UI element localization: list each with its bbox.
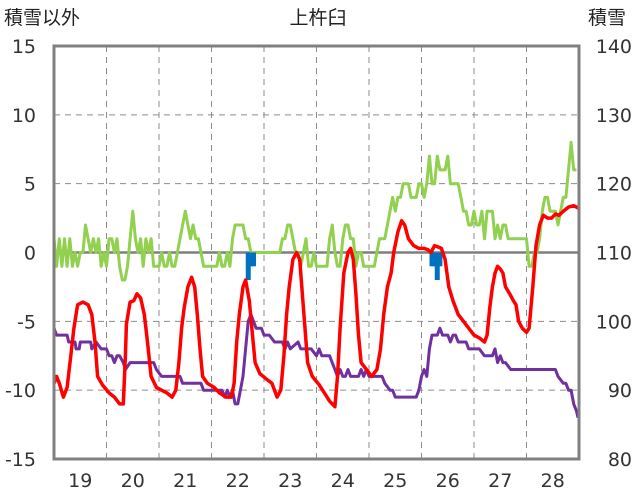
- x-tick-label: 20: [121, 470, 145, 492]
- right-tick-label: 140: [596, 36, 632, 58]
- plot-frame: [52, 44, 581, 461]
- left-tick-label: -10: [5, 380, 36, 402]
- precip-bar: [432, 252, 438, 267]
- precip-bar: [245, 252, 251, 281]
- precip-bars: [245, 252, 443, 281]
- left-tick-label: 10: [12, 105, 36, 127]
- left-tick-label: 5: [24, 174, 36, 196]
- x-tick-label: 26: [436, 470, 460, 492]
- left-tick-label: 0: [24, 243, 36, 265]
- right-tick-label: 90: [608, 380, 632, 402]
- left-axis-ticks: 15 10 5 0 -5 -10 -15: [5, 36, 36, 471]
- precip-bar: [434, 252, 440, 281]
- left-tick-label: -15: [5, 449, 36, 471]
- x-tick-label: 22: [226, 470, 250, 492]
- series-layer: [52, 140, 580, 419]
- x-axis-ticks: 19 20 21 22 23 24 25 26 27 28: [68, 470, 565, 492]
- x-tick-label: 21: [173, 470, 197, 492]
- chart-title: 上杵臼: [289, 7, 346, 29]
- left-tick-label: 15: [12, 36, 36, 58]
- precip-bar: [437, 252, 443, 267]
- right-tick-label: 100: [596, 311, 632, 333]
- precip-bar: [251, 252, 256, 267]
- x-tick-label: 24: [331, 470, 355, 492]
- x-tick-label: 28: [541, 470, 565, 492]
- right-tick-label: 120: [596, 174, 632, 196]
- right-axis-ticks: 140 130 120 110 100 90 80: [596, 36, 632, 471]
- right-tick-label: 110: [596, 243, 632, 265]
- left-tick-label: -5: [17, 311, 36, 333]
- left-axis-label: 積雪以外: [4, 7, 80, 29]
- series-line: [52, 203, 580, 409]
- right-tick-label: 130: [596, 105, 632, 127]
- precip-bar: [248, 252, 254, 267]
- precip-bar: [429, 252, 435, 267]
- right-axis-label: 積雪: [588, 7, 626, 29]
- x-tick-label: 23: [278, 470, 302, 492]
- x-tick-label: 25: [383, 470, 407, 492]
- x-tick-label: 27: [488, 470, 512, 492]
- series-line: [52, 313, 580, 419]
- x-tick-label: 19: [68, 470, 92, 492]
- series-line: [52, 140, 577, 282]
- right-tick-label: 80: [608, 449, 632, 471]
